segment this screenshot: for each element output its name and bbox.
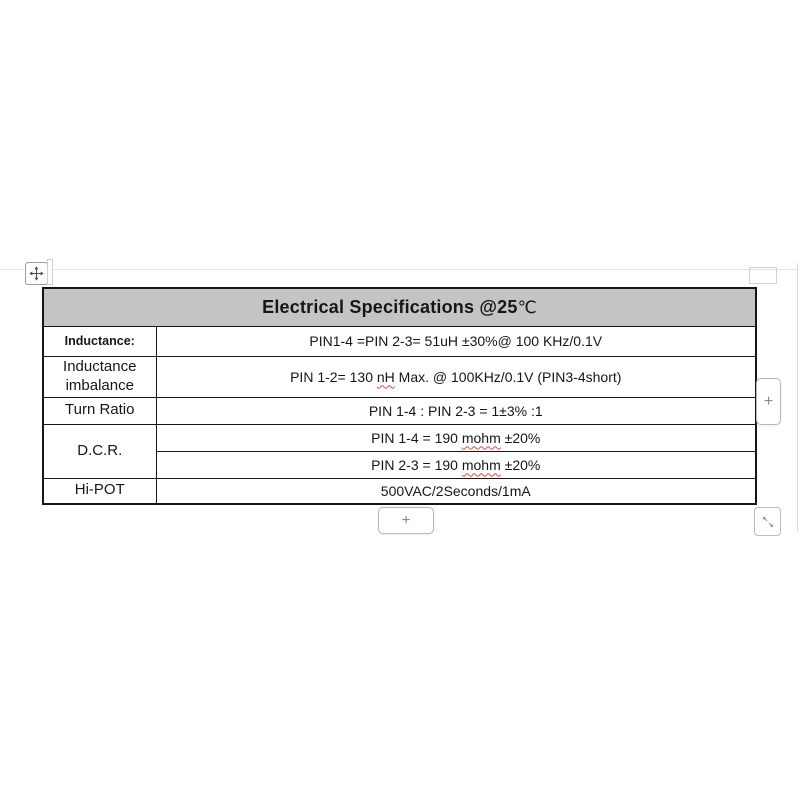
table-move-handle[interactable] [25,262,48,285]
table-row: Turn Ratio PIN 1-4 : PIN 2-3 = 1±3% :1 [42,396,757,425]
resize-diagonal-icon [760,514,776,530]
row-label-turn-ratio[interactable]: Turn Ratio [42,396,157,425]
plus-icon: + [763,392,774,410]
value-text: PIN 1-4 = 190 [371,429,462,446]
table-row: Hi-POT 500VAC/2Seconds/1mA [42,477,757,505]
table-row: D.C.R. PIN 1-4 = 190 mohm ±20% [42,423,757,479]
table-resize-handle[interactable] [754,507,781,536]
table-row: Inductance imbalance PIN 1-2= 130 nH Max… [42,355,757,398]
row-value-imbalance[interactable]: PIN 1-2= 130 nH Max. @ 100KHz/0.1V (PIN3… [155,355,757,398]
table-title: Electrical Specifications @25 [262,296,518,317]
move-icon [29,266,44,281]
insert-row-button-right[interactable]: + [756,378,781,425]
misspelled-word: nH [376,368,395,385]
row-value-inductance[interactable]: PIN1-4 =PIN 2-3= 51uH ±30%@ 100 KHz/0.1V [155,325,757,357]
misspelled-word: mohm [461,429,501,446]
value-text: ±20% [500,456,541,473]
anchor-box [749,267,777,284]
insert-row-button-bottom[interactable]: + [378,507,434,534]
value-text: PIN 1-2= 130 [290,368,377,385]
value-text: ±20% [500,429,541,446]
table-title-cell[interactable]: Electrical Specifications @25℃ [42,287,757,327]
row-label-inductance[interactable]: Inductance: [42,325,157,357]
row-value-hipot[interactable]: 500VAC/2Seconds/1mA [155,477,757,505]
misspelled-word: mohm [461,456,501,473]
plus-icon: + [401,511,411,529]
row-label-dcr[interactable]: D.C.R. [42,423,157,479]
table-row: Inductance: PIN1-4 =PIN 2-3= 51uH ±30%@ … [42,325,757,357]
spec-table: Electrical Specifications @25℃ Inductanc… [42,287,758,505]
page-edge-line [797,263,798,532]
row-value-dcr-1[interactable]: PIN 1-4 = 190 mohm ±20% [155,423,757,452]
text-cursor [47,259,53,285]
value-text: PIN 2-3 = 190 [371,456,462,473]
table-row: PIN 2-3 = 190 mohm ±20% [43,450,757,479]
degree-celsius-glyph: ℃ [517,297,537,318]
row-label-imbalance[interactable]: Inductance imbalance [42,355,157,398]
row-value-dcr-2[interactable]: PIN 2-3 = 190 mohm ±20% [155,450,757,479]
row-label-hipot[interactable]: Hi-POT [42,477,157,505]
value-text: Max. @ 100KHz/0.1V (PIN3-4short) [394,368,622,385]
paragraph-margin-line [0,269,797,270]
row-value-turn-ratio[interactable]: PIN 1-4 : PIN 2-3 = 1±3% :1 [155,396,757,425]
